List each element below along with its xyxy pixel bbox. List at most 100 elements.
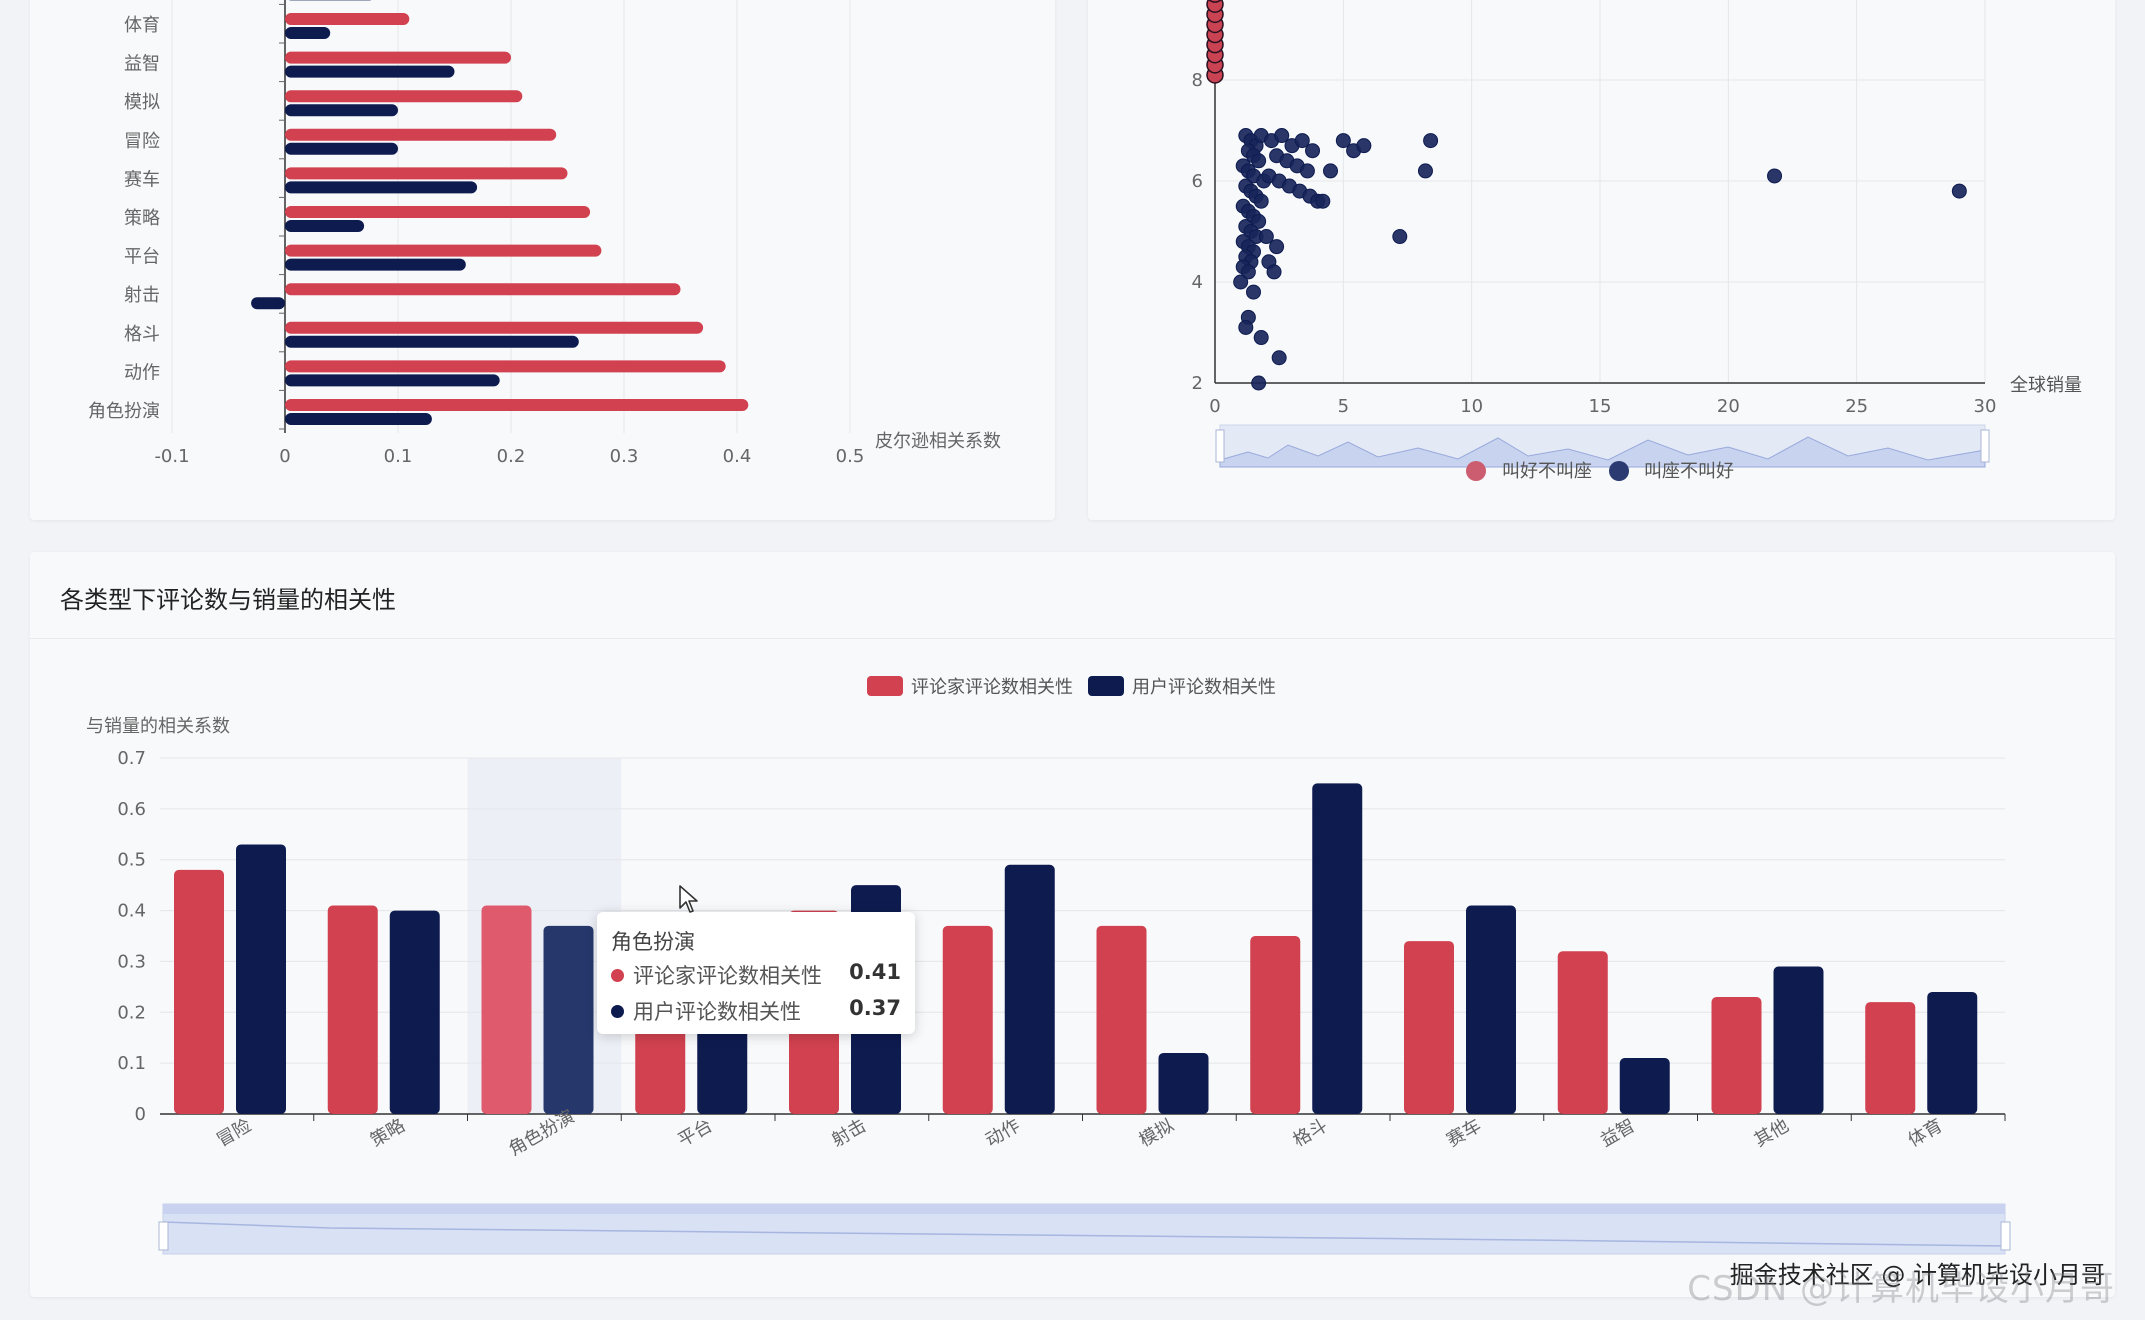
bar-user: [285, 413, 432, 425]
legend-label: 用户评论数相关性: [1132, 677, 1276, 698]
grouped-bar-chart: 评论家评论数相关性 用户评论数相关性与销量的相关系数00.10.20.30.40.…: [86, 676, 2011, 1255]
y-tick-label: 0.5: [117, 850, 146, 871]
zoom-handle-left: [158, 1221, 169, 1251]
x-tick-label: 15: [1589, 396, 1612, 417]
legend-label: 评论家评论数相关性: [911, 677, 1073, 698]
scatter-point-blue: [1335, 133, 1351, 149]
x-tick-label: 动作: [982, 1115, 1024, 1151]
bar-critic: [481, 905, 532, 1114]
bar-critic: [285, 360, 726, 373]
legend-marker-user: [1088, 676, 1124, 696]
juejin-watermark: 掘金技术社区 @ 计算机毕设小月哥: [1729, 1261, 2105, 1289]
x-tick-label: 30: [1974, 396, 1997, 417]
pearson-horizontal-bar-chart: -0.1 0 0.1 0.2 0.3 0.4 0.5 皮尔逊相关系数 角色扮演 动作 格斗 射击 平台 策…: [88, 0, 1001, 467]
y-tick-label: 0.7: [117, 748, 146, 769]
scatter-point-blue: [1767, 168, 1783, 184]
bar-critic: [285, 321, 704, 334]
x-tick-label: 模拟: [1136, 1115, 1178, 1151]
y-tick-label: 4: [1192, 272, 1203, 293]
pearson-bar-panel: -0.1 0 0.1 0.2 0.3 0.4 0.5 皮尔逊相关系数 角色扮演 动作 格斗 射击 平台 策…: [30, 0, 1055, 520]
scatter-point-blue: [1274, 128, 1290, 144]
y-tick-label: 2: [1192, 373, 1203, 394]
bar-critic: [285, 167, 568, 180]
scatter-point-blue: [1323, 163, 1338, 179]
tooltip-label: 用户评论数相关性: [633, 1000, 801, 1024]
x-tick-label: -0.1: [154, 446, 189, 467]
scatter-point-blue: [1423, 133, 1439, 149]
bar-critic: [285, 13, 410, 25]
panel-title: 各类型下评论数与销量的相关性: [60, 586, 396, 614]
scatter-point-blue: [1251, 213, 1267, 229]
bar-user: [543, 925, 594, 1114]
legend-marker-critic: [867, 676, 903, 696]
bar-user: [1158, 1052, 1209, 1114]
x-tick-label: 赛车: [1443, 1115, 1485, 1151]
y-tick-label: 0: [135, 1104, 146, 1125]
bar-critic: [285, 51, 511, 64]
legend-marker-red: [1466, 461, 1486, 481]
bar-user: [285, 258, 466, 271]
x-axis-label: 皮尔逊相关系数: [875, 431, 1001, 452]
legend-marker-blue: [1609, 461, 1629, 481]
bar-user: [285, 65, 455, 78]
y-tick-label: 6: [1192, 171, 1203, 192]
sales-scatter-panel: 0 5 10 15 20 25 30 2 4 6 8 全球销量 叫好不叫座 叫座不叫好: [1088, 0, 2115, 520]
x-tick-label: 格斗: [1290, 1115, 1332, 1151]
zoom-slider-preview: [1219, 436, 1986, 468]
x-tick-label: 0.5: [836, 446, 865, 467]
bar-user: [285, 220, 365, 232]
scatter-point-blue: [1392, 229, 1408, 245]
zoom-handle-right: [1980, 429, 1990, 463]
review-sales-correlation-panel: 各类型下评论数与销量的相关性 评论家评论数相关性 用户评论数相关性 与销量的相关系数…: [30, 552, 2115, 1297]
scatter-point-red: [1208, 0, 1222, 3]
zoom-handle-left: [1215, 429, 1225, 463]
bar-user: [285, 142, 398, 155]
chart-tooltip: 角色扮演 评论家评论数相关性 0.41 用户评论数相关性 0.37: [597, 912, 915, 1034]
bar-critic: [285, 128, 557, 141]
scatter-point-blue: [1238, 319, 1254, 335]
x-tick-label: 0.1: [384, 446, 413, 467]
bar-user: [1619, 1058, 1670, 1114]
legend-label: 叫座不叫好: [1644, 461, 1734, 482]
y-tick-label: 动作: [124, 362, 160, 383]
scatter-point-blue: [1253, 330, 1269, 346]
bar-user: [1312, 783, 1363, 1114]
x-tick-label: 策略: [367, 1115, 409, 1151]
bar-critic: [1250, 936, 1301, 1114]
bar-user: [1773, 966, 1824, 1114]
y-tick-label: 平台: [124, 247, 160, 268]
y-tick-label: 角色扮演: [88, 401, 160, 422]
scatter-point-blue: [1299, 163, 1315, 179]
bar-user: [389, 910, 440, 1114]
tooltip-value: 0.37: [849, 996, 901, 1020]
scatter-point-blue: [1356, 138, 1372, 154]
bar-critic: [285, 244, 602, 257]
x-tick-label: 其他: [1751, 1115, 1793, 1151]
scatter-point-blue: [1258, 229, 1274, 245]
tooltip-label: 评论家评论数相关性: [633, 964, 822, 988]
bar-user: [1004, 864, 1055, 1114]
x-tick-label: 0.4: [723, 446, 752, 467]
tooltip-dot-user: [611, 1005, 624, 1018]
x-tick-label: 25: [1845, 396, 1868, 417]
mouse-pointer-icon: [679, 885, 698, 913]
bar-critic: [285, 206, 591, 218]
bar-user: [285, 181, 478, 194]
tooltip-row-user: 用户评论数相关性 0.37: [611, 996, 901, 1026]
bar-critic: [174, 869, 224, 1114]
scatter-point-blue: [1417, 163, 1433, 179]
y-tick-label: 格斗: [124, 324, 160, 345]
tooltip-dot-critic: [611, 969, 624, 982]
y-tick-label: 0.3: [117, 951, 146, 972]
scatter-point-blue: [1951, 183, 1967, 199]
csdn-watermark: CSDN @计算机毕设小月哥: [1687, 1269, 2115, 1309]
y-tick-label: 0.6: [117, 799, 146, 820]
bar-user: [285, 104, 398, 117]
bar-critic: [942, 925, 993, 1114]
tooltip-title: 角色扮演: [611, 930, 695, 954]
zoom-handle-right: [2000, 1221, 2011, 1251]
legend-label: 叫好不叫座: [1502, 461, 1592, 482]
x-tick-label: 体育: [1905, 1115, 1947, 1151]
bar-user: [236, 844, 286, 1114]
